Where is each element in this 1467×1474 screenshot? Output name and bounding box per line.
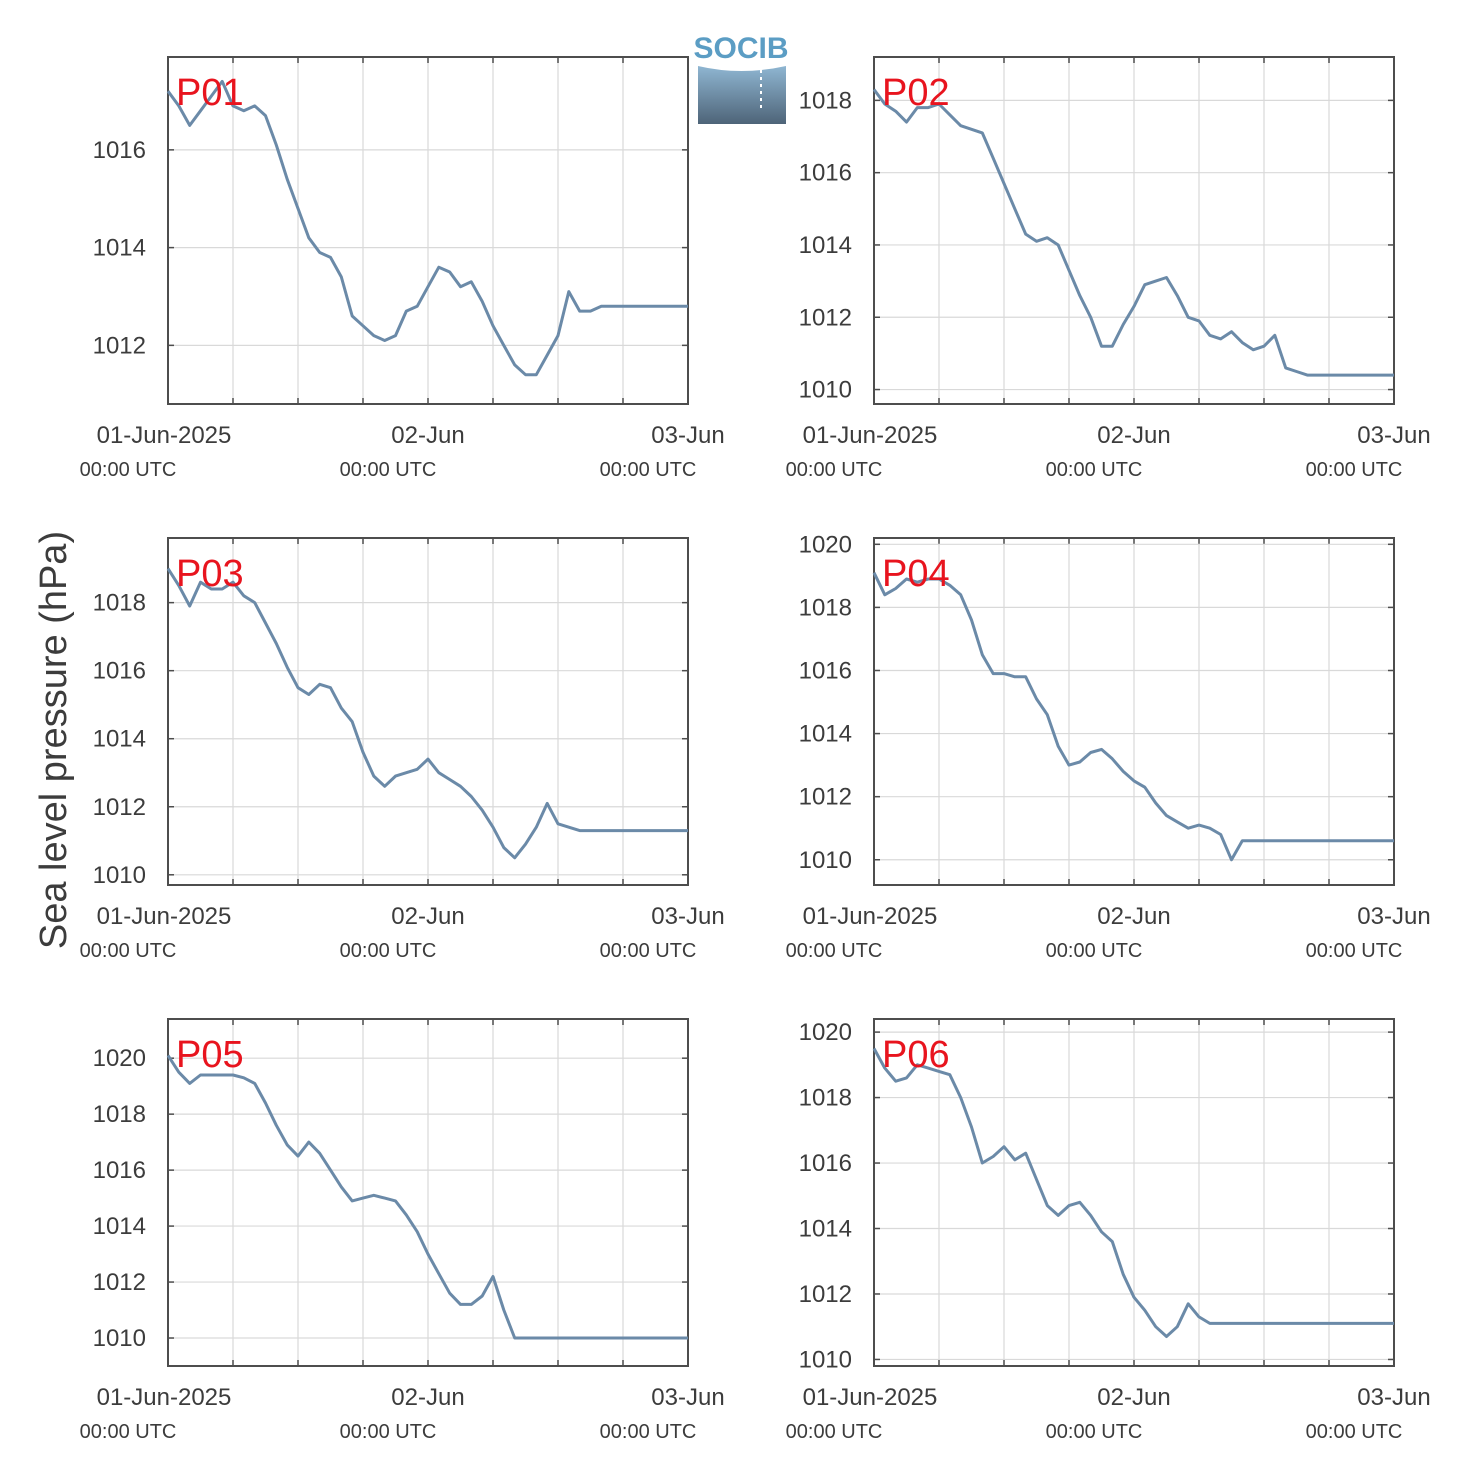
series-line-P06 [872,1047,1394,1338]
y-tick-label: 1010 [799,377,852,404]
y-tick-label: 1020 [93,1045,146,1072]
y-tick-label: 1018 [799,1085,852,1112]
x-tick-date-label: 02-Jun [391,903,464,930]
x-tick-date-label: 03-Jun [651,1384,724,1411]
y-tick-label: 1020 [799,531,852,558]
y-tick-label: 1012 [93,332,146,359]
y-tick-label: 1010 [93,1325,146,1352]
y-tick-label: 1016 [799,1150,852,1177]
y-tick-label: 1010 [799,1346,852,1373]
x-tick-date-label: 03-Jun [1357,422,1430,449]
chart-panel-6: 1010 1012 1014 1016 1018 1020 P06 01-Jun-2025 00… [786,1018,1431,1443]
y-tick-label: 1016 [799,657,852,684]
x-tick-time-label: 00:00 UTC [1306,1421,1403,1443]
y-tick-label: 1018 [799,594,852,621]
x-tick-date-label: 02-Jun [1097,422,1170,449]
plot-frame [873,537,1395,886]
plot-frame [873,1018,1395,1367]
y-tick-label: 1016 [93,137,146,164]
panel-label: P02 [882,72,950,114]
x-tick-time-label: 00:00 UTC [786,940,883,962]
panel-label: P05 [176,1034,244,1076]
y-tick-label: 1010 [799,847,852,874]
x-tick-date-label: 01-Jun-2025 [97,903,232,930]
x-tick-date-label: 02-Jun [1097,1384,1170,1411]
x-tick-time-label: 00:00 UTC [600,1421,697,1443]
x-tick-date-label: 01-Jun-2025 [803,422,938,449]
x-tick-time-label: 00:00 UTC [80,940,177,962]
chart-panel-1: 1012 1014 1016 P01 01-Jun-2025 00:00 UTC 02-Ju… [80,56,725,481]
series-line-P03 [166,567,688,860]
y-tick-label: 1014 [799,232,852,259]
panel-label: P03 [176,553,244,595]
y-tick-label: 1012 [799,1281,852,1308]
logo-wave-icon [698,66,786,124]
plot-frame [167,537,689,886]
y-tick-label: 1012 [93,794,146,821]
y-tick-label: 1012 [93,1269,146,1296]
y-axis-label: Sea level pressure (hPa) [33,531,75,949]
x-tick-date-label: 01-Jun-2025 [803,1384,938,1411]
x-tick-time-label: 00:00 UTC [1046,1421,1143,1443]
logo-text: SOCIB [693,32,788,65]
panel-label: P01 [176,72,244,114]
x-tick-time-label: 00:00 UTC [340,1421,437,1443]
y-tick-label: 1012 [799,304,852,331]
x-tick-time-label: 00:00 UTC [1046,459,1143,481]
y-tick-label: 1016 [93,658,146,685]
x-tick-date-label: 02-Jun [1097,903,1170,930]
x-tick-date-label: 03-Jun [651,422,724,449]
x-tick-time-label: 00:00 UTC [80,1421,177,1443]
chart-panel-3: 1010 1012 1014 1016 1018 P03 01-Jun-2025 00:00 … [80,537,725,962]
series-line-P01 [166,79,688,377]
x-tick-date-label: 01-Jun-2025 [97,422,232,449]
y-tick-label: 1016 [799,160,852,187]
panel-label: P04 [882,553,950,595]
x-tick-time-label: 00:00 UTC [600,459,697,481]
y-tick-label: 1018 [93,1101,146,1128]
y-tick-label: 1018 [93,590,146,617]
series-line-P02 [872,88,1394,377]
chart-panel-5: 1010 1012 1014 1016 1018 1020 P05 01-Jun-2025 00… [80,1018,725,1443]
plot-frame [167,56,689,405]
x-tick-date-label: 01-Jun-2025 [97,1384,232,1411]
x-tick-time-label: 00:00 UTC [600,940,697,962]
panel-label: P06 [882,1034,950,1076]
x-tick-date-label: 01-Jun-2025 [803,903,938,930]
socib-logo: SOCIB [693,32,789,124]
x-tick-time-label: 00:00 UTC [340,940,437,962]
x-tick-time-label: 00:00 UTC [340,459,437,481]
x-tick-date-label: 02-Jun [391,422,464,449]
y-tick-label: 1014 [93,1213,146,1240]
y-tick-label: 1012 [799,784,852,811]
chart-panel-2: 1010 1012 1014 1016 1018 P02 01-Jun-2025 00:00 … [786,56,1431,481]
x-tick-date-label: 03-Jun [651,903,724,930]
x-tick-time-label: 00:00 UTC [786,459,883,481]
series-line-P04 [872,572,1394,862]
x-tick-time-label: 00:00 UTC [786,1421,883,1443]
y-tick-label: 1014 [799,1216,852,1243]
plot-frame [873,56,1395,405]
y-tick-label: 1014 [93,235,146,262]
plot-frame [167,1018,689,1367]
y-tick-label: 1020 [799,1019,852,1046]
y-tick-label: 1014 [93,726,146,753]
y-tick-label: 1014 [799,721,852,748]
chart-panel-4: 1010 1012 1014 1016 1018 1020 P04 01-Jun-2025 00… [786,531,1431,962]
x-tick-date-label: 03-Jun [1357,903,1430,930]
x-tick-time-label: 00:00 UTC [1306,459,1403,481]
panels: 1012 1014 1016 P01 01-Jun-2025 00:00 UTC 02-Ju… [80,56,1431,1443]
x-tick-time-label: 00:00 UTC [1306,940,1403,962]
y-tick-label: 1016 [93,1157,146,1184]
x-tick-date-label: 03-Jun [1357,1384,1430,1411]
y-tick-label: 1010 [93,862,146,889]
y-tick-label: 1018 [799,87,852,114]
series-line-P05 [166,1054,688,1340]
x-tick-time-label: 00:00 UTC [80,459,177,481]
x-tick-time-label: 00:00 UTC [1046,940,1143,962]
x-tick-date-label: 02-Jun [391,1384,464,1411]
